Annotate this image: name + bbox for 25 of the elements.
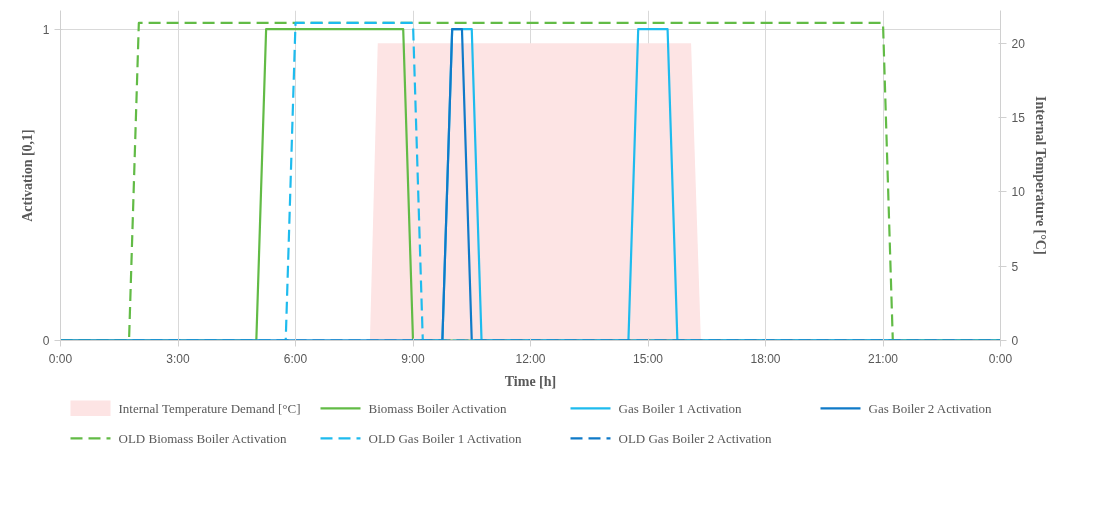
legend-label: OLD Gas Boiler 2 Activation: [618, 430, 773, 446]
legend-label: Gas Boiler 2 Activation: [868, 400, 993, 416]
x-tick-label: 21:00: [867, 351, 899, 366]
legend-label: OLD Gas Boiler 1 Activation: [368, 430, 523, 446]
y2-tick-label: 10: [1011, 185, 1026, 200]
y2-tick-label: 20: [1011, 36, 1026, 51]
x-tick-label: 6:00: [283, 351, 308, 366]
y-tick-label: 1: [42, 22, 50, 37]
y-axis-title: Activation [0,1]: [19, 129, 35, 222]
y2-tick-label: 15: [1011, 111, 1026, 126]
x-tick-label: 0:00: [48, 351, 73, 366]
x-axis-title: Time [h]: [504, 373, 557, 389]
x-tick-label: 18:00: [750, 351, 781, 366]
x-tick-label: 9:00: [401, 351, 425, 366]
y2-tick-label: 0: [1011, 334, 1019, 348]
legend-label: Gas Boiler 1 Activation: [618, 400, 743, 416]
y2-tick-label: 5: [1011, 259, 1019, 274]
y2-axis-title: Internal Temperature [°C]: [1032, 96, 1048, 255]
legend-label: OLD Biomass Boiler Activation: [118, 430, 287, 446]
legend-label: Biomass Boiler Activation: [368, 400, 507, 416]
x-tick-label: 0:00: [988, 351, 1013, 366]
legend-label: Internal Temperature Demand [°C]: [118, 400, 301, 416]
x-tick-label: 3:00: [166, 351, 190, 366]
x-tick-label: 15:00: [632, 351, 664, 366]
x-tick-label: 12:00: [515, 351, 546, 366]
